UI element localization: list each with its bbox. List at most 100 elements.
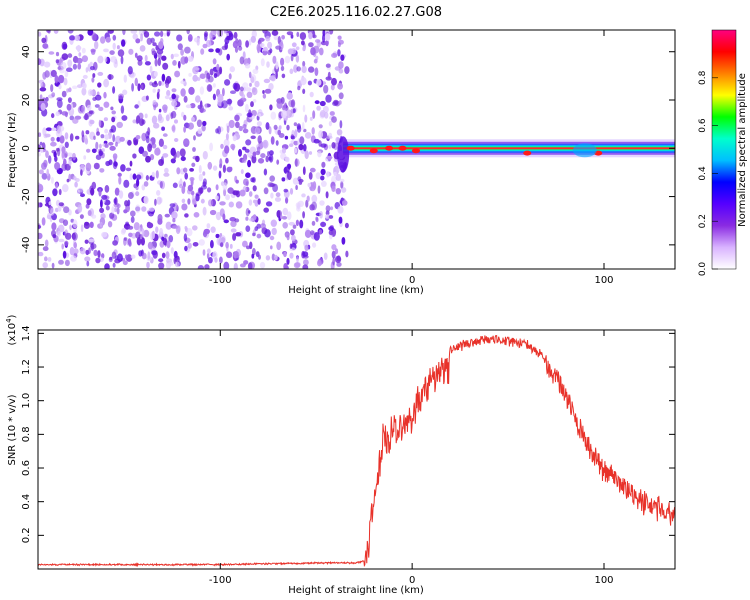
noise-speckle bbox=[336, 255, 341, 262]
noise-speckle bbox=[147, 143, 153, 153]
noise-speckle bbox=[151, 82, 158, 88]
y-tick-label: 0 bbox=[21, 145, 32, 151]
noise-speckle bbox=[140, 237, 145, 246]
noise-speckle bbox=[95, 257, 101, 264]
noise-speckle bbox=[155, 170, 159, 179]
noise-speckle bbox=[64, 240, 69, 246]
noise-speckle bbox=[78, 52, 82, 57]
noise-speckle bbox=[303, 259, 309, 266]
noise-speckle bbox=[123, 209, 128, 214]
noise-speckle bbox=[146, 222, 154, 229]
noise-speckle bbox=[63, 206, 70, 214]
noise-speckle bbox=[86, 148, 91, 153]
noise-speckle bbox=[135, 174, 142, 180]
noise-speckle bbox=[109, 50, 115, 55]
noise-speckle bbox=[318, 229, 323, 235]
noise-speckle bbox=[79, 214, 84, 220]
noise-speckle bbox=[171, 100, 178, 107]
noise-speckle bbox=[69, 35, 76, 41]
noise-speckle bbox=[280, 152, 287, 160]
noise-speckle bbox=[245, 208, 250, 217]
noise-speckle bbox=[156, 48, 164, 55]
noise-speckle bbox=[76, 57, 83, 64]
noise-speckle bbox=[232, 233, 237, 241]
noise-speckle bbox=[233, 262, 238, 269]
noise-speckle bbox=[256, 121, 262, 127]
noise-speckle bbox=[293, 64, 298, 73]
snr-y-unit-close: ) bbox=[7, 314, 18, 318]
noise-speckle bbox=[281, 177, 286, 182]
noise-speckle bbox=[214, 257, 218, 263]
noise-speckle bbox=[68, 87, 72, 93]
noise-speckle bbox=[226, 32, 229, 37]
noise-speckle bbox=[245, 172, 251, 178]
noise-speckle bbox=[299, 219, 304, 229]
noise-speckle bbox=[52, 188, 58, 197]
noise-speckle bbox=[223, 30, 227, 34]
noise-speckle bbox=[168, 235, 174, 243]
noise-speckle bbox=[300, 77, 307, 86]
noise-speckle bbox=[223, 188, 227, 197]
noise-speckle bbox=[117, 172, 122, 177]
noise-speckle bbox=[317, 150, 322, 158]
noise-speckle bbox=[72, 219, 78, 229]
noise-speckle bbox=[297, 200, 304, 207]
noise-speckle bbox=[187, 55, 194, 62]
noise-speckle bbox=[141, 206, 147, 212]
noise-speckle bbox=[295, 46, 300, 51]
noise-speckle bbox=[50, 136, 55, 142]
noise-speckle bbox=[137, 83, 141, 92]
noise-speckle bbox=[220, 242, 224, 248]
noise-speckle bbox=[162, 133, 168, 137]
noise-speckle bbox=[171, 88, 177, 93]
noise-speckle bbox=[282, 222, 289, 229]
noise-speckle bbox=[84, 113, 88, 121]
colorbar-tick-label: 0.2 bbox=[698, 214, 708, 228]
noise-speckle bbox=[123, 237, 128, 241]
noise-speckle bbox=[308, 66, 315, 73]
noise-speckle bbox=[127, 225, 134, 230]
noise-speckle bbox=[308, 42, 314, 48]
noise-speckle bbox=[171, 93, 176, 100]
noise-speckle bbox=[301, 193, 306, 198]
noise-speckle bbox=[54, 162, 61, 170]
noise-speckle bbox=[114, 187, 120, 196]
noise-speckle bbox=[146, 74, 152, 81]
noise-speckle bbox=[288, 221, 295, 226]
noise-speckle bbox=[202, 206, 207, 216]
noise-speckle bbox=[178, 183, 183, 189]
noise-speckle bbox=[151, 143, 157, 149]
noise-speckle bbox=[111, 251, 117, 259]
noise-speckle bbox=[161, 236, 165, 241]
noise-speckle bbox=[151, 115, 158, 125]
noise-speckle bbox=[314, 67, 319, 76]
noise-speckle bbox=[135, 135, 141, 140]
noise-speckle bbox=[197, 265, 205, 269]
noise-speckle bbox=[43, 61, 51, 68]
noise-speckle bbox=[187, 34, 193, 42]
noise-speckle bbox=[301, 65, 307, 74]
noise-speckle bbox=[344, 222, 349, 229]
noise-speckle bbox=[51, 222, 57, 231]
noise-speckle bbox=[315, 216, 319, 221]
noise-speckle bbox=[306, 195, 310, 202]
noise-speckle bbox=[141, 119, 146, 125]
noise-speckle bbox=[295, 219, 299, 226]
noise-speckle bbox=[62, 43, 68, 50]
noise-speckle bbox=[234, 114, 240, 122]
noise-speckle bbox=[242, 51, 246, 60]
noise-speckle bbox=[251, 87, 258, 96]
noise-speckle bbox=[242, 240, 248, 248]
noise-speckle bbox=[219, 201, 226, 206]
noise-speckle bbox=[86, 260, 90, 267]
noise-speckle bbox=[132, 119, 137, 124]
noise-speckle bbox=[141, 184, 146, 191]
noise-speckle bbox=[183, 167, 188, 173]
noise-speckle bbox=[110, 106, 114, 111]
noise-speckle bbox=[267, 41, 273, 49]
noise-speckle bbox=[290, 99, 296, 108]
noise-speckle bbox=[335, 188, 341, 195]
noise-speckle bbox=[285, 156, 290, 163]
signal-peak bbox=[369, 148, 378, 154]
noise-speckle bbox=[149, 65, 153, 74]
